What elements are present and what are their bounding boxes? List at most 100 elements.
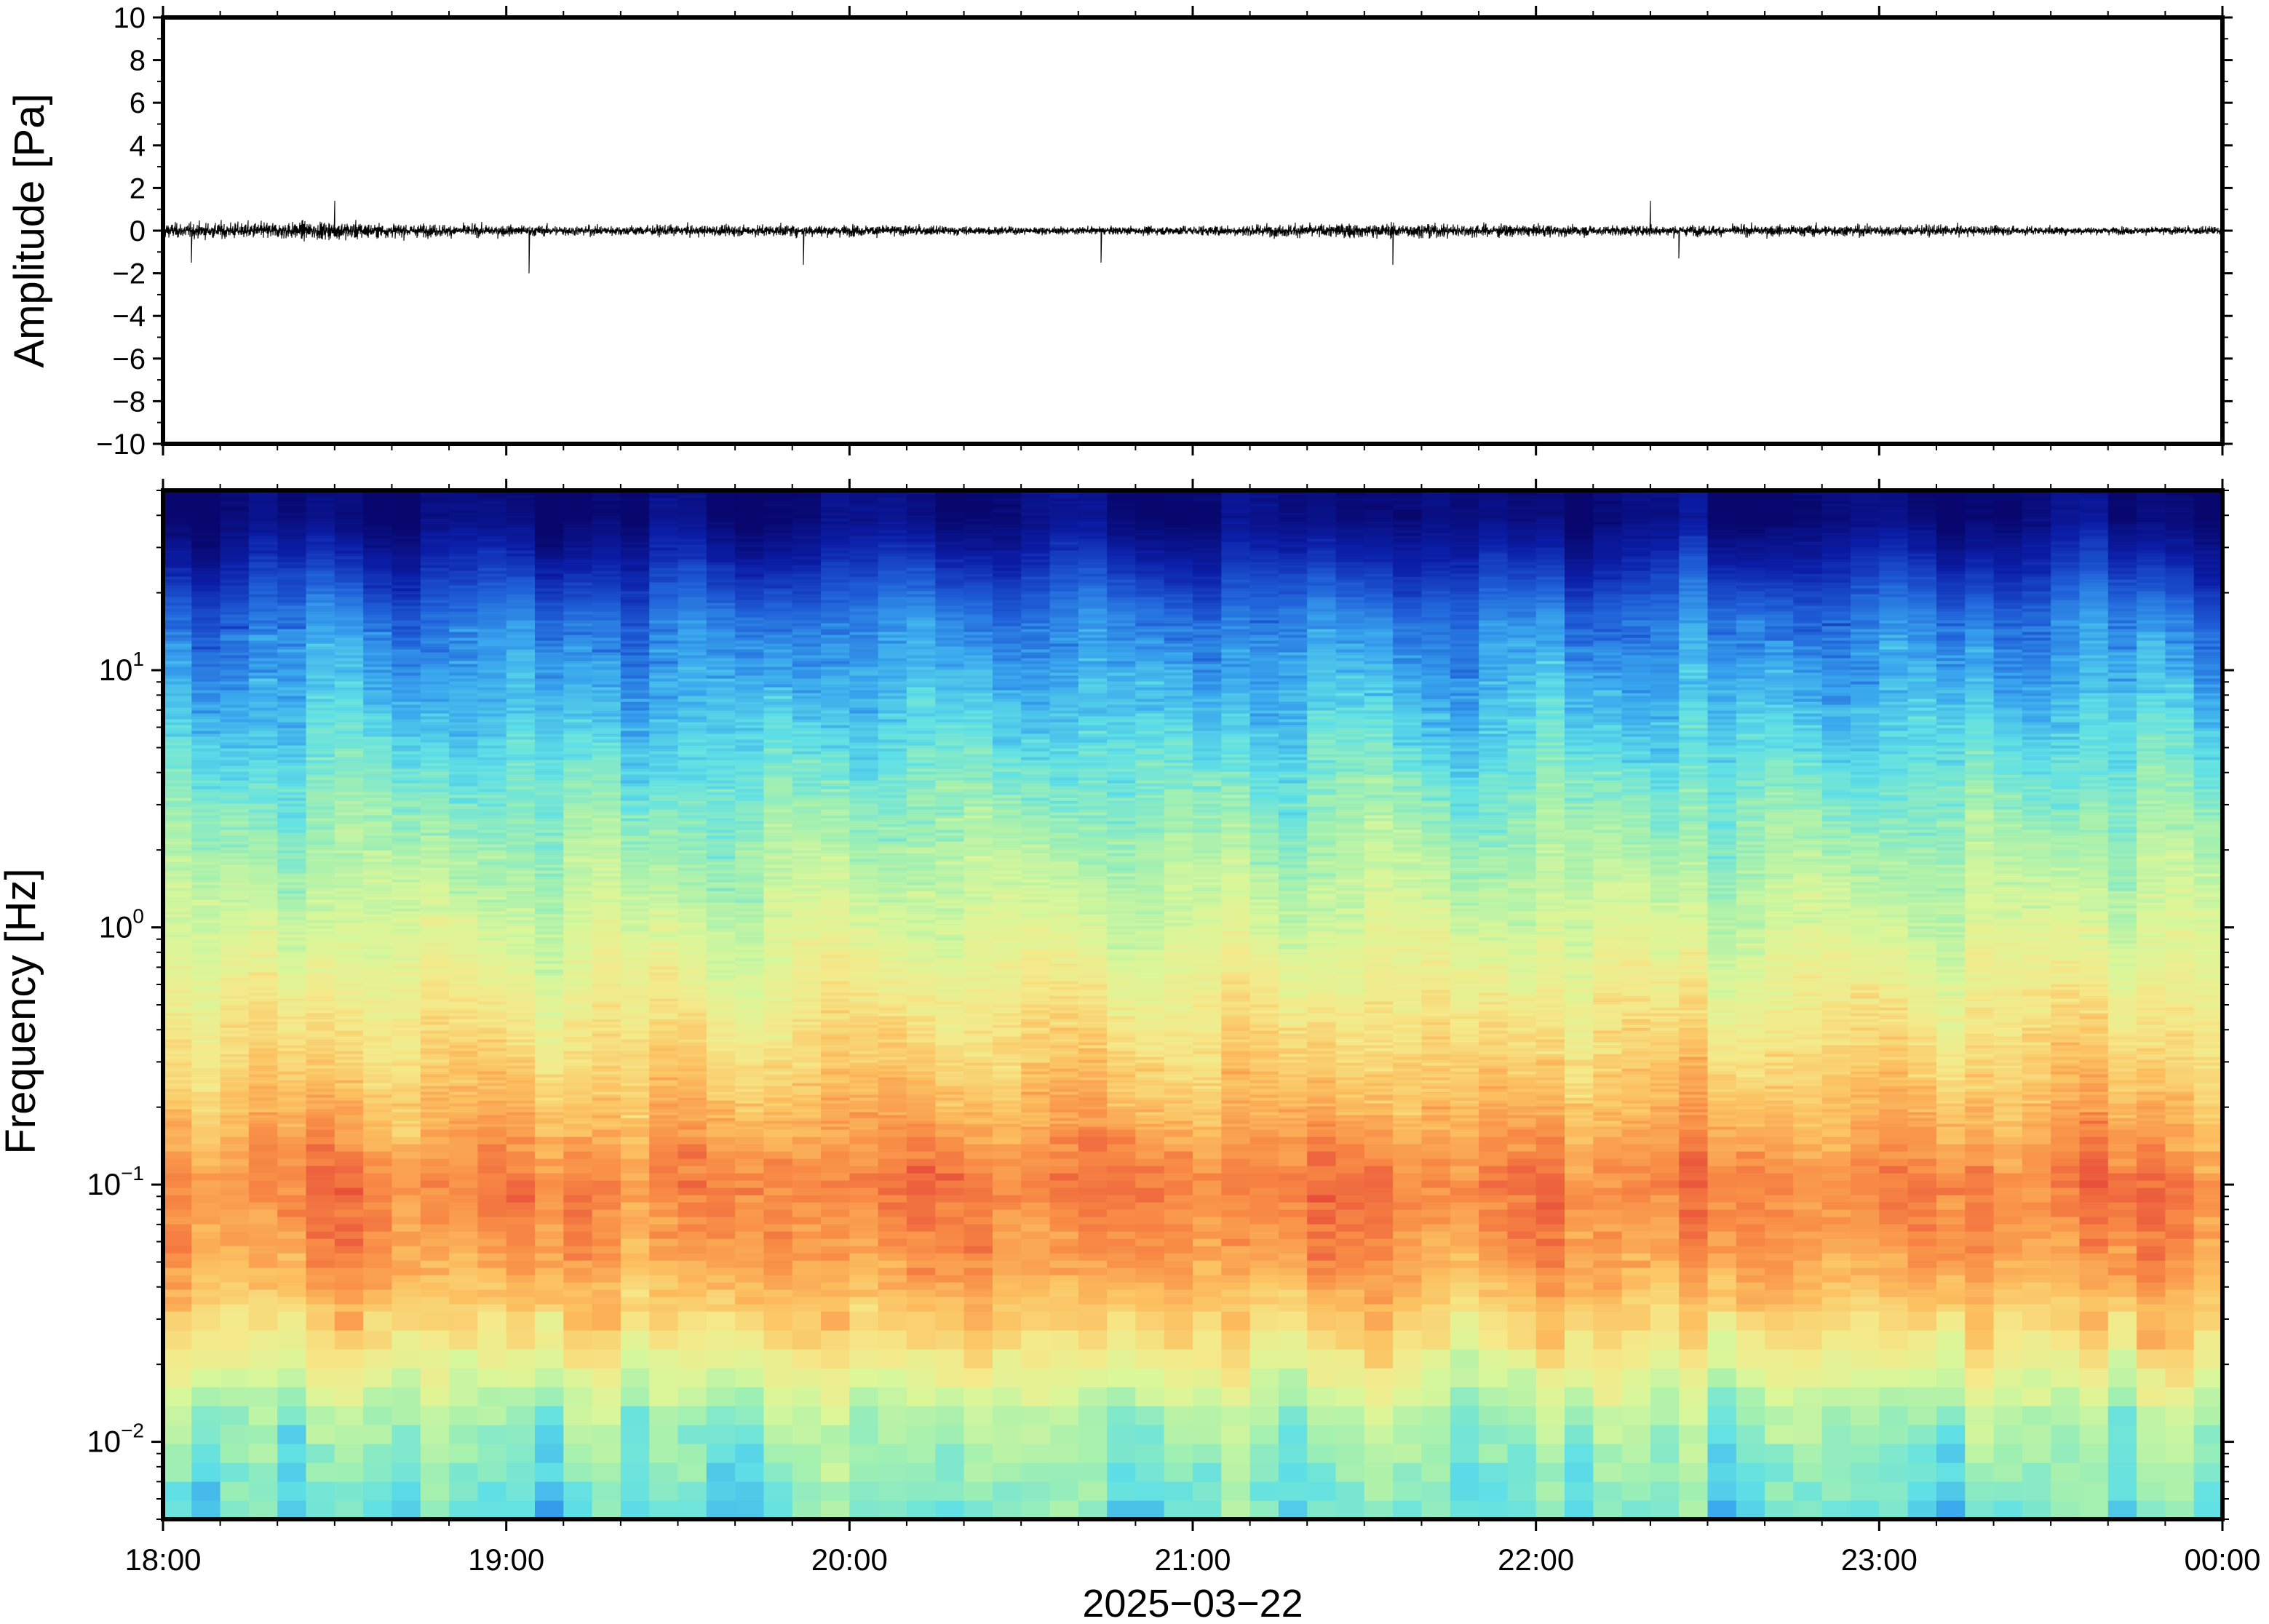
- spectrogram-cell: [163, 1112, 193, 1115]
- spectrogram-cell: [1593, 1349, 1623, 1369]
- spectrogram-cell: [163, 1115, 193, 1118]
- spectrogram-cell: [363, 1097, 393, 1101]
- spectrogram-cell: [220, 1260, 250, 1268]
- spectrogram-cell: [2165, 1144, 2195, 1152]
- spectrogram-cell: [1821, 1253, 1851, 1261]
- spectrogram-cell: [1621, 1238, 1651, 1246]
- spectrogram-cell: [277, 1158, 307, 1166]
- spectrogram-cell: [477, 1080, 507, 1083]
- spectrogram-cell: [1879, 1275, 1909, 1283]
- spectrogram-cell: [506, 1304, 536, 1312]
- spectrogram-cell: [220, 1077, 250, 1080]
- spectrogram-cell: [1364, 1051, 1394, 1054]
- spectrogram-cell: [1707, 1039, 1737, 1043]
- spectrogram-cell: [2079, 1330, 2109, 1350]
- spectrogram-cell: [1936, 1097, 1966, 1101]
- spectrogram-cell: [477, 1330, 507, 1350]
- spectrogram-cell: [2022, 1121, 2052, 1124]
- spectrogram-cell: [420, 1062, 450, 1066]
- spectrogram-cell: [2022, 1387, 2052, 1406]
- spectrogram-cell: [763, 1059, 793, 1063]
- spectrogram-cell: [2193, 1425, 2222, 1444]
- spectrogram-cell: [706, 1387, 736, 1406]
- spectrogram-cell: [2079, 1500, 2109, 1519]
- spectrogram-cell: [935, 1253, 965, 1261]
- spectrogram-cell: [191, 1036, 221, 1040]
- spectrogram-cell: [878, 1112, 907, 1115]
- spectrogram-cell: [191, 1100, 221, 1104]
- spectrogram-cell: [163, 1129, 193, 1137]
- spectrogram-cell: [220, 1144, 250, 1152]
- spectrogram-cell: [2165, 1109, 2195, 1112]
- spectrogram-cell: [1393, 1100, 1423, 1104]
- spectrogram-cell: [1164, 1275, 1193, 1283]
- spectrogram-cell: [1936, 1091, 1966, 1095]
- spectrogram-cell: [1707, 1260, 1737, 1268]
- spectrogram-cell: [1736, 1195, 1766, 1203]
- spectrogram-cell: [1650, 1267, 1680, 1275]
- spectrogram-cell: [963, 1224, 993, 1232]
- spectrogram-cell: [1535, 1368, 1565, 1388]
- spectrogram-cell: [1679, 1187, 1709, 1195]
- spectrogram-cell: [1049, 1106, 1079, 1110]
- spectrogram-cell: [592, 1126, 621, 1130]
- spectrogram-cell: [1565, 1444, 1594, 1463]
- spectrogram-cell: [363, 1042, 393, 1046]
- spectrogram-cell: [1621, 1500, 1651, 1519]
- spectrogram-cell: [220, 1071, 250, 1075]
- spectrogram-cell: [2079, 1289, 2109, 1297]
- spectrogram-cell: [1249, 1115, 1279, 1118]
- spectrogram-cell: [1793, 1071, 1823, 1075]
- spectrogram-cell: [1393, 1444, 1423, 1463]
- spectrogram-cell: [1021, 1103, 1051, 1107]
- spectrogram-cell: [1593, 1195, 1623, 1203]
- spectrogram-cell: [1679, 1304, 1709, 1312]
- spectrogram-cell: [1278, 1267, 1308, 1275]
- spectrogram-cell: [1736, 1217, 1766, 1225]
- spectrogram-cell: [1765, 1311, 1795, 1331]
- spectrogram-cell: [1851, 1173, 1880, 1181]
- spectrogram-cell: [992, 1054, 1022, 1057]
- spectrogram-cell: [1650, 1054, 1680, 1057]
- spectrogram-cell: [1593, 1123, 1623, 1127]
- spectrogram-cell: [706, 1071, 736, 1075]
- spectrogram-cell: [2022, 1425, 2052, 1444]
- spectrogram-cell: [1078, 1056, 1108, 1060]
- spectrogram-cell: [1307, 1166, 1337, 1174]
- spectrogram-cell: [1879, 1282, 1909, 1290]
- spectrogram-cell: [506, 1083, 536, 1086]
- spectrogram-cell: [1821, 1330, 1851, 1350]
- spectrogram-cell: [935, 1297, 965, 1305]
- spectrogram-cell: [992, 1042, 1022, 1046]
- spectrogram-cell: [1364, 1462, 1394, 1482]
- waveform-y-tick-label: 4: [130, 130, 146, 162]
- spectrogram-cell: [2051, 1121, 2081, 1124]
- spectrogram-cell: [935, 1368, 965, 1388]
- spectrogram-cell: [1107, 1137, 1137, 1145]
- spectrogram-cell: [1307, 1267, 1337, 1275]
- spectrogram-cell: [935, 1289, 965, 1297]
- spectrogram-cell: [1851, 1224, 1880, 1232]
- spectrogram-cell: [1507, 1180, 1537, 1188]
- spectrogram-cell: [1621, 1106, 1651, 1110]
- spectrogram-cell: [2137, 1253, 2166, 1261]
- spectrogram-cell: [1307, 1094, 1337, 1098]
- spectrogram-cell: [1507, 1068, 1537, 1072]
- spectrogram-cell: [1164, 1500, 1193, 1519]
- spectrogram-cell: [277, 1045, 307, 1048]
- spectrogram-cell: [2193, 1202, 2222, 1210]
- spectrogram-cell: [1765, 1068, 1795, 1072]
- spectrogram-cell: [1993, 1166, 2023, 1174]
- spectrogram-cell: [963, 1368, 993, 1388]
- spectrogram-cell: [649, 1330, 679, 1350]
- spectrogram-cell: [1707, 1387, 1737, 1406]
- spectrogram-cell: [191, 1121, 221, 1124]
- spectrogram-cell: [1507, 1094, 1537, 1098]
- spectrogram-cell: [706, 1109, 736, 1112]
- spectrogram-cell: [878, 1086, 907, 1089]
- spectrogram-cell: [392, 1406, 421, 1425]
- spectrogram-cell: [1450, 1158, 1480, 1166]
- spectrogram-cell: [935, 1481, 965, 1501]
- spectrogram-cell: [1393, 1267, 1423, 1275]
- spectrogram-cell: [1879, 1097, 1909, 1101]
